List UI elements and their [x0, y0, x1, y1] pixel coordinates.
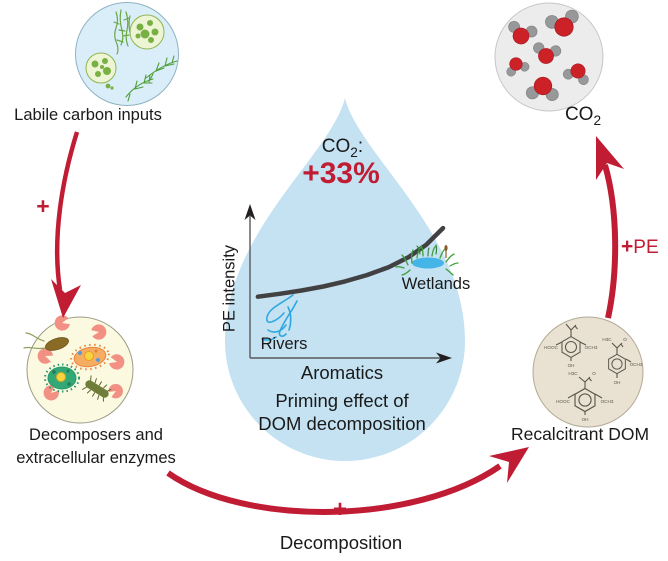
svg-text:OCH3: OCH3	[630, 362, 643, 367]
pe-plot	[244, 204, 459, 364]
labile-carbon-circle	[75, 2, 179, 106]
aromatic-molecule-icon: H3C O OCH3 OH	[602, 337, 642, 385]
svg-text:OCH3: OCH3	[585, 345, 598, 350]
co2-increase-value: +33%	[302, 157, 380, 190]
recalcitrant-dom-circle: HOOC OCH3 OH H3C O OCH3 OH	[532, 316, 644, 428]
droplet-co2-label: CO2:	[321, 136, 364, 160]
bottom-plus-sign: +	[332, 496, 347, 523]
plot-axes	[249, 216, 441, 359]
svg-text:O: O	[592, 371, 596, 376]
aromatic-molecule-icon: HOOC OCH3 OH	[544, 323, 598, 368]
pe-arrow-label: +PE	[621, 235, 659, 258]
spiky-rod-bacterium-icon	[82, 375, 112, 402]
svg-text:O: O	[623, 337, 627, 342]
arrow-recalcitrant-to-co2	[596, 136, 624, 319]
y-axis-arrowhead-icon	[244, 204, 256, 220]
algae-colony-icon	[85, 14, 165, 84]
svg-text:OCH3: OCH3	[601, 399, 614, 404]
decomposers-circle	[23, 313, 134, 424]
recalcitrant-dom-label: Recalcitrant DOM	[510, 424, 650, 444]
svg-text:HOOC: HOOC	[544, 345, 558, 350]
green-microbe-icon	[44, 363, 80, 393]
arrow-decomposition	[166, 447, 529, 515]
plant-sprig-icon	[125, 55, 178, 102]
co2-molecules-circle	[494, 2, 604, 112]
svg-text:H3C: H3C	[602, 337, 612, 342]
co2-node-label: CO2	[564, 104, 602, 128]
decomposers-label: Decomposers and extracellular enzymes	[16, 426, 176, 467]
cycle-arrows	[51, 131, 624, 515]
aromatic-molecule-icon: H3C O HOOC OCH3 OH	[556, 371, 614, 422]
labile-carbon-label: Labile carbon inputs	[14, 106, 162, 124]
svg-text:OH: OH	[568, 363, 575, 368]
arrow-labile-to-decomposers	[51, 131, 81, 318]
x-axis-arrowhead-icon	[436, 352, 452, 364]
decomposition-label: Decomposition	[279, 532, 403, 553]
algae-filament-icon	[113, 9, 131, 55]
svg-text:OH: OH	[582, 417, 589, 422]
svg-text:H3C: H3C	[568, 371, 578, 376]
pe-curve	[255, 225, 446, 299]
wetlands-annotation: Wetlands	[401, 275, 471, 293]
bacterium-rod-icon	[23, 332, 69, 351]
rivers-annotation: Rivers	[260, 335, 308, 353]
river-icon	[261, 294, 298, 341]
left-plus-sign: +	[36, 193, 50, 219]
droplet-caption: Priming effect of DOM decomposition	[258, 390, 426, 434]
y-axis-label: PE intensity	[220, 244, 239, 333]
algae-dot-icon	[105, 83, 111, 89]
svg-text:HOOC: HOOC	[556, 399, 570, 404]
wetland-icon	[395, 244, 459, 276]
ciliate-protist-icon	[70, 343, 110, 371]
algae-dot-icon	[110, 86, 114, 90]
svg-text:OH: OH	[614, 380, 621, 385]
x-axis-label: Aromatics	[300, 362, 384, 383]
